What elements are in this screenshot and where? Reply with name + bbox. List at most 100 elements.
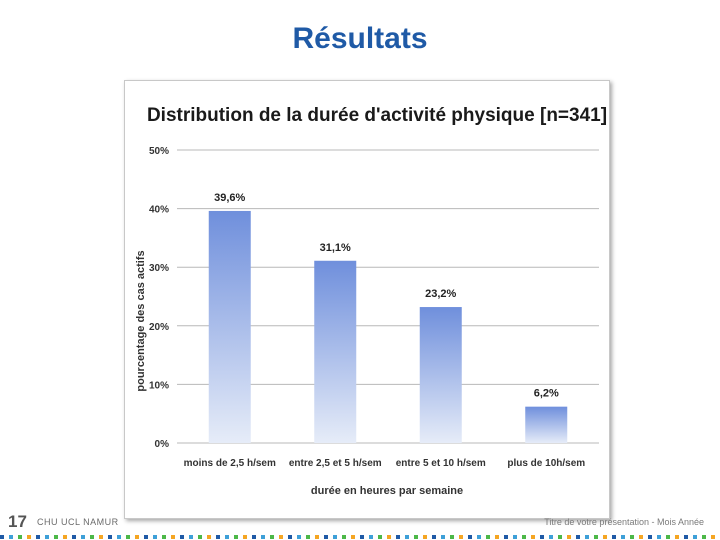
data-label: 6,2%	[534, 388, 559, 400]
chart-title: Distribution de la durée d'activité phys…	[147, 105, 607, 126]
footer-dot	[297, 535, 301, 539]
x-axis-label: durée en heures par semaine	[311, 485, 463, 497]
slide-title: Résultats	[292, 22, 428, 55]
footer-dot	[135, 535, 139, 539]
footer-dot	[630, 535, 634, 539]
footer-dot	[243, 535, 247, 539]
footer-dot	[306, 535, 310, 539]
y-tick-label: 20%	[149, 322, 169, 333]
footer-dot	[126, 535, 130, 539]
footer-dot	[99, 535, 103, 539]
footer-dot	[423, 535, 427, 539]
x-tick-label: moins de 2,5 h/sem	[184, 458, 276, 469]
footer-dot	[693, 535, 697, 539]
footer-dot	[450, 535, 454, 539]
y-tick-label: 10%	[149, 380, 169, 391]
y-tick-labels: 0% 10% 20% 30% 40% 50%	[149, 146, 169, 450]
footer-dot-strip	[0, 535, 720, 539]
footer-dot	[360, 535, 364, 539]
footer-dot	[54, 535, 58, 539]
data-label: 39,6%	[214, 192, 245, 204]
y-tick-label: 40%	[149, 205, 169, 216]
footer-dot	[540, 535, 544, 539]
footer-dot	[369, 535, 373, 539]
footer-dot	[486, 535, 490, 539]
footer-dot	[459, 535, 463, 539]
footer-dot	[333, 535, 337, 539]
footer-dot	[261, 535, 265, 539]
x-tick-labels: moins de 2,5 h/sem entre 2,5 et 5 h/sem en…	[184, 458, 586, 469]
footer-dot	[63, 535, 67, 539]
footer-dot	[36, 535, 40, 539]
footer-dot	[576, 535, 580, 539]
bars	[208, 210, 568, 443]
x-tick-label: plus de 10h/sem	[507, 458, 585, 469]
footer-dot	[702, 535, 706, 539]
footer-dot	[594, 535, 598, 539]
footer-dot	[0, 535, 4, 539]
footer-dot	[711, 535, 715, 539]
footer-dot	[567, 535, 571, 539]
footer-dot	[162, 535, 166, 539]
footer-dot	[351, 535, 355, 539]
footer-dot	[171, 535, 175, 539]
footer-dot	[666, 535, 670, 539]
footer-dot	[378, 535, 382, 539]
footer-dot	[684, 535, 688, 539]
footer-dot	[522, 535, 526, 539]
bar	[208, 210, 251, 443]
footer-dot	[45, 535, 49, 539]
footer-dot	[144, 535, 148, 539]
footer-dot	[468, 535, 472, 539]
footer-dot	[72, 535, 76, 539]
data-label: 31,1%	[320, 242, 351, 254]
footer-dot	[324, 535, 328, 539]
footer-dot	[216, 535, 220, 539]
footer-dot	[531, 535, 535, 539]
footer-dot	[90, 535, 94, 539]
footer-dot	[180, 535, 184, 539]
footer-dot	[234, 535, 238, 539]
footer-dot	[621, 535, 625, 539]
footer-dot	[603, 535, 607, 539]
footer-dot	[198, 535, 202, 539]
footer-dot	[225, 535, 229, 539]
footer-presentation-title: Titre de votre présentation - Mois Année	[544, 517, 704, 527]
footer-dot	[207, 535, 211, 539]
footer-dot	[675, 535, 679, 539]
footer-dot	[270, 535, 274, 539]
footer-dot	[585, 535, 589, 539]
footer-dot	[513, 535, 517, 539]
x-tick-label: entre 2,5 et 5 h/sem	[289, 458, 382, 469]
footer-dot	[648, 535, 652, 539]
footer-dot	[432, 535, 436, 539]
footer-dot	[108, 535, 112, 539]
footer-dot	[657, 535, 661, 539]
footer-dot	[81, 535, 85, 539]
bar	[525, 406, 568, 443]
footer-dot	[153, 535, 157, 539]
footer-dot	[315, 535, 319, 539]
y-tick-label: 0%	[155, 439, 170, 450]
footer-organization: CHU UCL NAMUR	[37, 517, 119, 527]
y-axis-label: pourcentage des cas actifs	[135, 250, 147, 391]
footer-dot	[414, 535, 418, 539]
footer-dot	[27, 535, 31, 539]
y-tick-label: 50%	[149, 146, 169, 157]
data-label: 23,2%	[425, 288, 456, 300]
bar	[419, 307, 462, 443]
y-tick-label: 30%	[149, 263, 169, 274]
footer-dot	[558, 535, 562, 539]
bar-chart: Distribution de la durée d'activité phys…	[135, 105, 607, 497]
bar	[314, 260, 357, 443]
footer-dot	[387, 535, 391, 539]
chart-frame: Distribution de la durée d'activité phys…	[124, 80, 610, 519]
footer-dot	[639, 535, 643, 539]
footer-dot	[252, 535, 256, 539]
footer-dot	[396, 535, 400, 539]
value-labels: 39,6% 31,1% 23,2% 6,2%	[214, 192, 559, 400]
footer-dot	[189, 535, 193, 539]
footer-dot	[441, 535, 445, 539]
footer-dot	[477, 535, 481, 539]
footer-dot	[342, 535, 346, 539]
